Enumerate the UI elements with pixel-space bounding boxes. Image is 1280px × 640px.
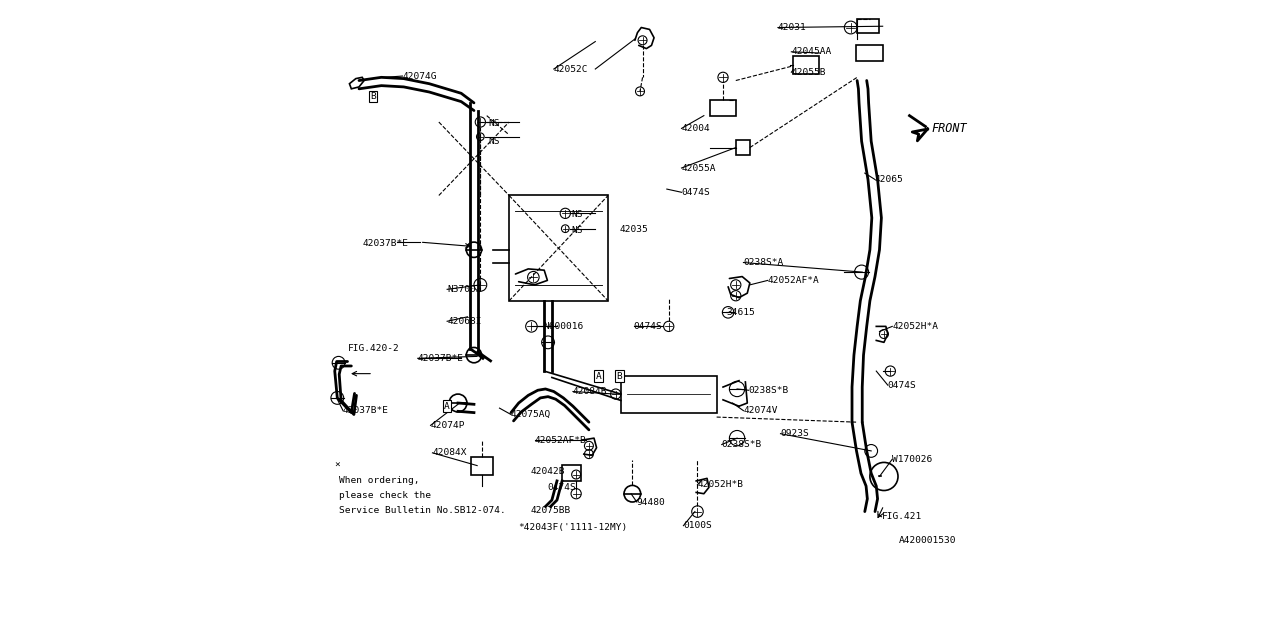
Text: 42035: 42035 [620,225,648,234]
Bar [509,195,608,301]
Bar [621,376,717,413]
Text: 42037B*E: 42037B*E [343,406,389,415]
Text: N37003: N37003 [447,285,481,294]
Text: A: A [595,372,602,381]
Text: 0238S*B: 0238S*B [749,386,788,395]
Text: NS: NS [488,137,499,146]
Bar [794,56,819,74]
Text: 42042B: 42042B [530,467,564,477]
Text: 42052H*B: 42052H*B [698,480,744,489]
Text: 34615: 34615 [726,308,755,317]
Text: 42065: 42065 [876,175,904,184]
Text: 42031: 42031 [778,23,806,32]
Text: 0100S: 0100S [684,521,712,530]
Bar [471,457,493,474]
Text: A420001530: A420001530 [899,536,956,545]
Bar [736,140,750,156]
Text: 42068I: 42068I [447,317,481,326]
Text: N600016: N600016 [543,322,584,331]
Text: FIG.421: FIG.421 [882,512,922,521]
Text: B: B [370,92,376,101]
Bar [710,100,736,116]
Text: NS: NS [488,119,499,128]
Text: 0923S: 0923S [781,429,809,438]
Text: 42055A: 42055A [681,163,716,173]
Text: 42037B*E: 42037B*E [362,239,408,248]
Text: 42075AQ: 42075AQ [511,410,552,419]
Text: NS: NS [571,210,582,219]
Text: 42075BB: 42075BB [530,506,571,515]
Text: NS: NS [571,226,582,235]
Text: B: B [617,372,622,381]
Text: 42074G: 42074G [402,72,436,81]
Text: 42052C: 42052C [554,65,589,74]
Text: 42004: 42004 [681,124,710,133]
Text: When ordering,: When ordering, [339,476,419,485]
Text: 0474S: 0474S [888,381,916,390]
Bar [858,19,879,33]
Text: W170026: W170026 [892,454,933,464]
Text: 42052AF*B: 42052AF*B [535,436,586,445]
Text: 42052AF*A: 42052AF*A [768,276,819,285]
Text: A: A [444,402,451,411]
Text: 0474S: 0474S [681,188,710,196]
Text: please check the: please check the [339,491,430,500]
Text: 42074P: 42074P [430,421,465,430]
Text: 42052H*A: 42052H*A [892,322,938,331]
Text: 0238S*A: 0238S*A [744,258,783,267]
Text: 42084B: 42084B [573,387,608,396]
Text: 0474S: 0474S [634,322,662,331]
Text: 0474S: 0474S [548,483,576,492]
Bar [562,465,581,481]
Text: FRONT: FRONT [932,122,968,135]
Text: 0238S*B: 0238S*B [722,440,762,449]
Text: 42045AA: 42045AA [791,47,832,56]
Bar [856,45,883,61]
Text: FIG.420-2: FIG.420-2 [347,344,399,353]
Text: ×: × [335,461,340,470]
Text: 42055B: 42055B [791,68,826,77]
Text: 42084X: 42084X [433,449,467,458]
Text: Service Bulletin No.SB12-074.: Service Bulletin No.SB12-074. [339,506,506,515]
Text: *42043F('1111-12MY): *42043F('1111-12MY) [518,523,628,532]
Text: 94480: 94480 [637,497,666,506]
Text: 42037B*E: 42037B*E [417,354,463,363]
Text: 42074V: 42074V [744,406,778,415]
